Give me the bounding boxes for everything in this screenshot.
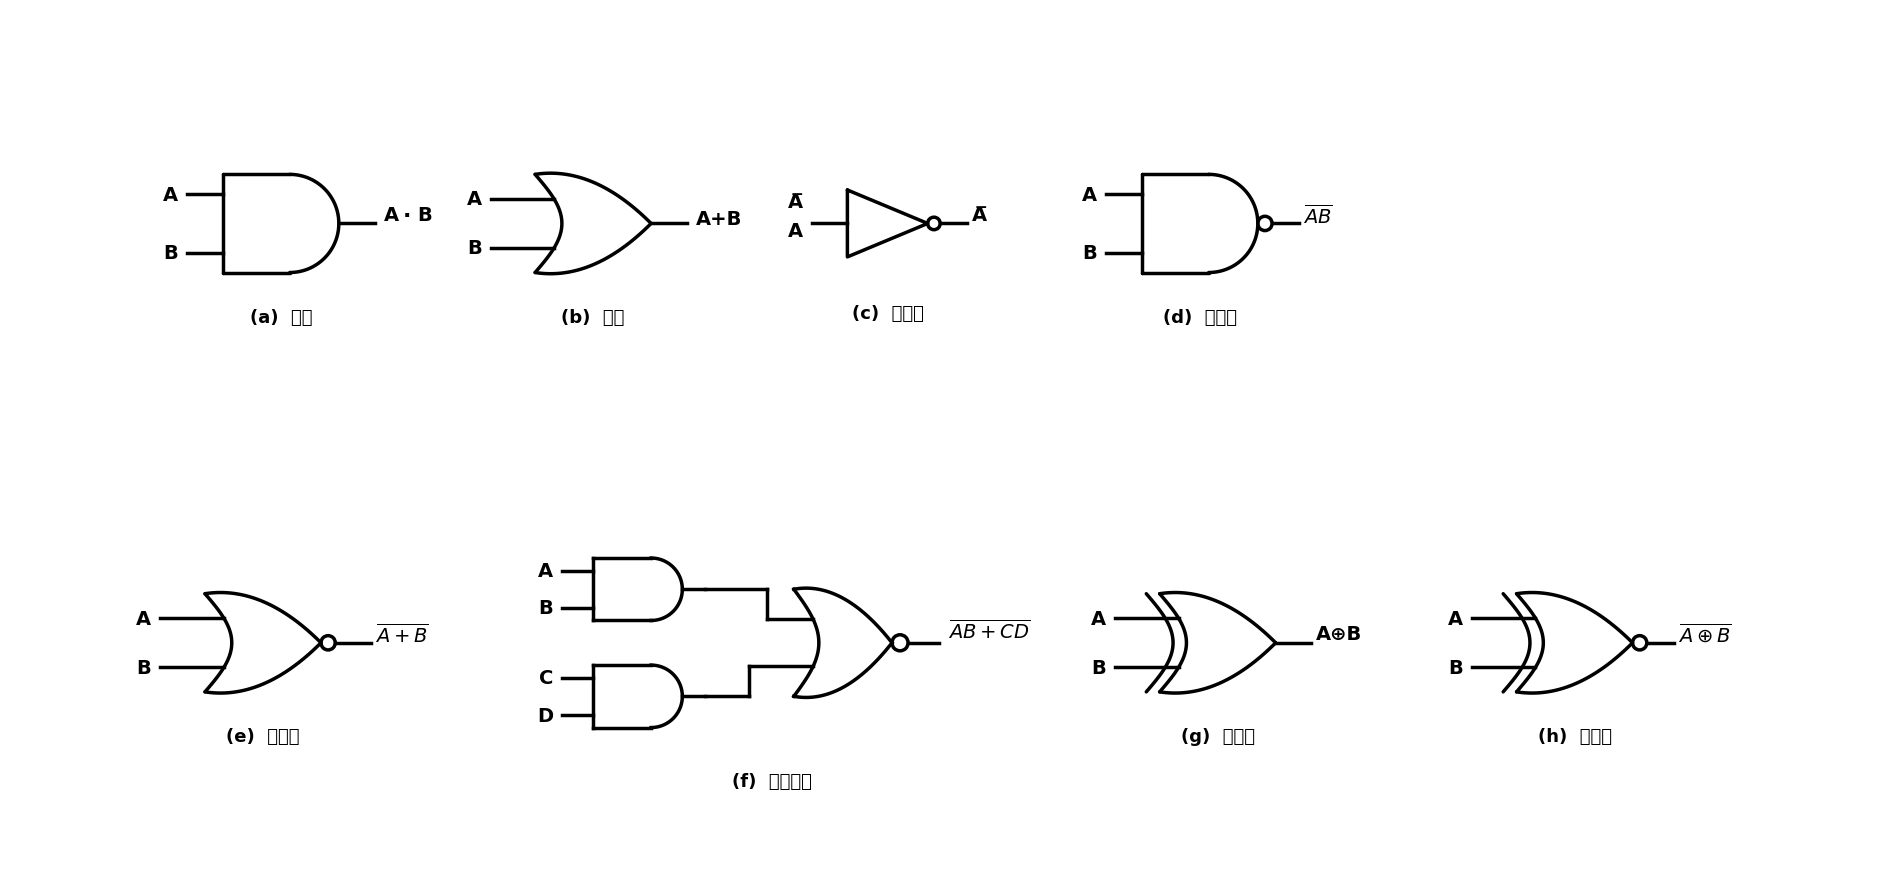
Text: A: A: [467, 190, 481, 209]
Text: (g)  异或门: (g) 异或门: [1180, 728, 1254, 746]
Text: B: B: [538, 599, 553, 618]
Text: A̅: A̅: [971, 206, 986, 224]
Text: A: A: [538, 561, 553, 580]
Text: A: A: [788, 222, 804, 240]
Text: (d)  与非门: (d) 与非门: [1163, 308, 1237, 327]
Text: B: B: [137, 658, 152, 677]
Text: (a)  与门: (a) 与门: [249, 308, 312, 327]
Text: (c)  反相门: (c) 反相门: [851, 304, 923, 323]
Text: $\overline{A+B}$: $\overline{A+B}$: [376, 622, 429, 646]
Text: $\overline{AB}$: $\overline{AB}$: [1303, 204, 1334, 227]
Text: (h)  同或门: (h) 同或门: [1537, 728, 1611, 746]
Text: (f)  与或非门: (f) 与或非门: [732, 772, 811, 790]
Text: A̅: A̅: [788, 192, 804, 211]
Text: ·: ·: [403, 206, 412, 225]
Text: (b)  或门: (b) 或门: [560, 308, 625, 327]
Text: B: B: [1091, 658, 1106, 677]
Text: B: B: [1448, 658, 1463, 677]
Text: B: B: [163, 244, 179, 263]
Text: A: A: [1448, 609, 1463, 628]
Text: A⊕B: A⊕B: [1317, 625, 1362, 644]
Text: A: A: [163, 185, 179, 204]
Text: $\overline{A\oplus B}$: $\overline{A\oplus B}$: [1678, 622, 1731, 645]
Text: C: C: [538, 669, 553, 687]
Text: $\overline{AB+CD}$: $\overline{AB+CD}$: [948, 618, 1030, 642]
Text: A: A: [1091, 609, 1106, 628]
Text: A: A: [384, 206, 399, 224]
Text: B: B: [418, 206, 431, 224]
Text: A+B: A+B: [695, 210, 743, 229]
Text: A: A: [1083, 185, 1096, 204]
Text: (e)  或非门: (e) 或非门: [226, 728, 300, 746]
Text: D: D: [538, 705, 553, 725]
Text: A: A: [137, 609, 152, 628]
Text: B: B: [1083, 244, 1096, 263]
Text: B: B: [467, 240, 481, 258]
